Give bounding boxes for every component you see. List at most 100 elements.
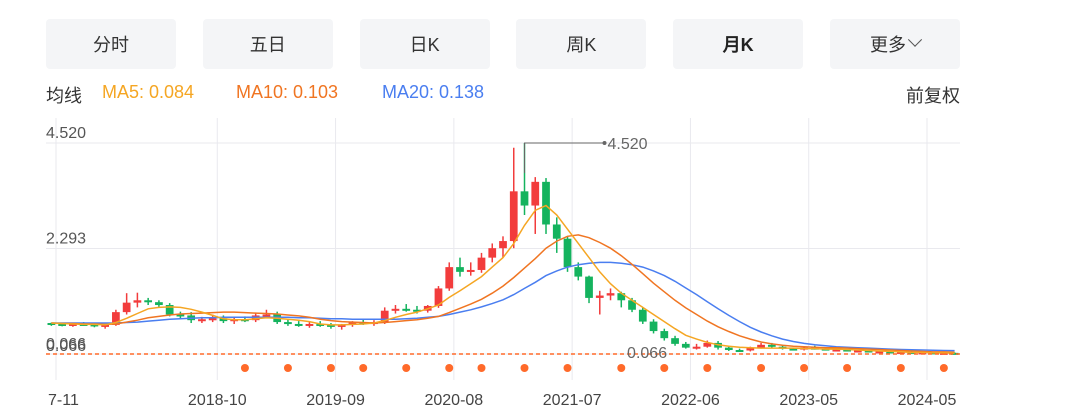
ma20-line	[51, 261, 955, 352]
tab-label: 分时	[93, 35, 129, 55]
x-tick-label: 2018-10	[188, 392, 247, 409]
candle-body	[466, 269, 475, 272]
y-tick-label: 2.293	[46, 231, 86, 248]
candle-body	[380, 310, 389, 323]
candle-body	[531, 181, 540, 206]
tab-label: 日K	[409, 35, 440, 55]
candle-body	[101, 324, 110, 327]
max-price-leader	[524, 142, 605, 173]
tab-more[interactable]: 更多	[829, 19, 960, 69]
candle-body	[348, 322, 357, 325]
candle-body	[208, 318, 217, 321]
tab-five-day[interactable]: 五日	[202, 19, 333, 69]
candle-body	[477, 257, 486, 270]
candle-body	[499, 241, 507, 249]
candle-body	[832, 349, 841, 352]
candle-body	[864, 350, 873, 353]
dividend-marker	[359, 364, 368, 372]
ma20-value: MA20: 0.138	[382, 82, 485, 102]
candle-body	[703, 342, 712, 347]
candle-body	[155, 302, 163, 306]
candle-body	[176, 314, 185, 317]
candle-body	[585, 276, 593, 298]
y-tick-label: 0.066	[46, 336, 86, 353]
candle-body	[843, 349, 851, 352]
candle-body	[144, 300, 153, 303]
x-tick-label: 2020-08	[424, 392, 483, 409]
max-price-dot	[602, 141, 607, 145]
candle-body	[574, 267, 583, 277]
candle-body	[638, 309, 647, 322]
candle-body	[337, 324, 346, 327]
dividend-marker	[563, 364, 572, 372]
price-adjust-toggle[interactable]: 前复权	[906, 86, 960, 106]
candle-body	[445, 267, 454, 289]
candle-body	[133, 300, 142, 303]
candle-body	[69, 323, 77, 326]
ma10-value: MA10: 0.103	[236, 82, 339, 102]
candle-body	[692, 346, 701, 349]
candle-body	[391, 308, 400, 311]
tab-daily-k[interactable]: 日K	[359, 19, 490, 69]
min-price-label: 0.066	[46, 338, 86, 355]
dividend-marker	[843, 364, 852, 372]
candle-body	[413, 309, 421, 312]
candle-body	[746, 347, 755, 351]
dividend-marker	[896, 364, 905, 372]
current-price-label: 0.066	[627, 345, 667, 362]
candle-body	[671, 338, 679, 344]
candle-body	[488, 248, 497, 258]
candle-body	[316, 323, 325, 326]
max-price-label: 4.520	[608, 136, 648, 153]
ma-legend: 均线 MA5: 0.084 MA10: 0.103 MA20: 0.138 前复…	[46, 82, 960, 110]
x-tick-label: 2021-07	[543, 392, 602, 409]
dividend-marker	[445, 364, 454, 372]
period-tabs: 分时 五日 日K 周K 月K 更多	[46, 19, 960, 69]
dividend-marker	[757, 364, 766, 372]
candle-body	[595, 295, 604, 298]
dividend-marker	[477, 364, 486, 372]
candle-body	[402, 308, 411, 311]
candle-body	[122, 302, 131, 313]
dividend-marker	[402, 364, 411, 372]
candle-body	[58, 323, 67, 326]
candle-body	[853, 350, 862, 353]
dividend-marker	[283, 364, 292, 372]
x-tick-label: 2023-05	[779, 392, 838, 409]
candle-body	[681, 343, 690, 348]
candle-body	[606, 293, 615, 296]
candle-body	[262, 314, 271, 317]
candle-body	[198, 319, 206, 322]
tab-weekly-k[interactable]: 周K	[516, 19, 647, 69]
dividend-marker	[660, 364, 669, 372]
ma5-value: MA5: 0.084	[102, 82, 195, 102]
candle-body	[294, 323, 303, 326]
candle-body	[563, 238, 572, 268]
candle-body	[542, 181, 550, 225]
candle-body	[219, 318, 228, 322]
tab-monthly-k[interactable]: 月K	[673, 19, 804, 69]
candle-body	[434, 288, 443, 306]
candle-body	[327, 324, 335, 327]
x-tick-label: 2022-06	[661, 392, 720, 409]
tab-intraday[interactable]: 分时	[46, 19, 176, 69]
tab-label: 周K	[566, 35, 597, 55]
candle-body	[90, 324, 99, 327]
candle-body	[165, 305, 174, 315]
candle-body	[757, 344, 765, 348]
ma-label: 均线	[46, 86, 82, 106]
dividend-marker	[703, 364, 712, 372]
dividend-marker	[617, 364, 626, 372]
dividend-marker	[800, 364, 809, 372]
candle-body	[284, 322, 292, 325]
dividend-marker	[939, 364, 948, 372]
ma5-line	[51, 204, 955, 354]
candle-body	[456, 267, 464, 272]
candle-body	[886, 351, 894, 354]
x-tick-label: 7-11	[48, 392, 79, 409]
candle-body	[47, 323, 56, 326]
candle-body	[660, 331, 669, 339]
candle-body	[767, 344, 776, 347]
candle-body	[520, 191, 529, 206]
